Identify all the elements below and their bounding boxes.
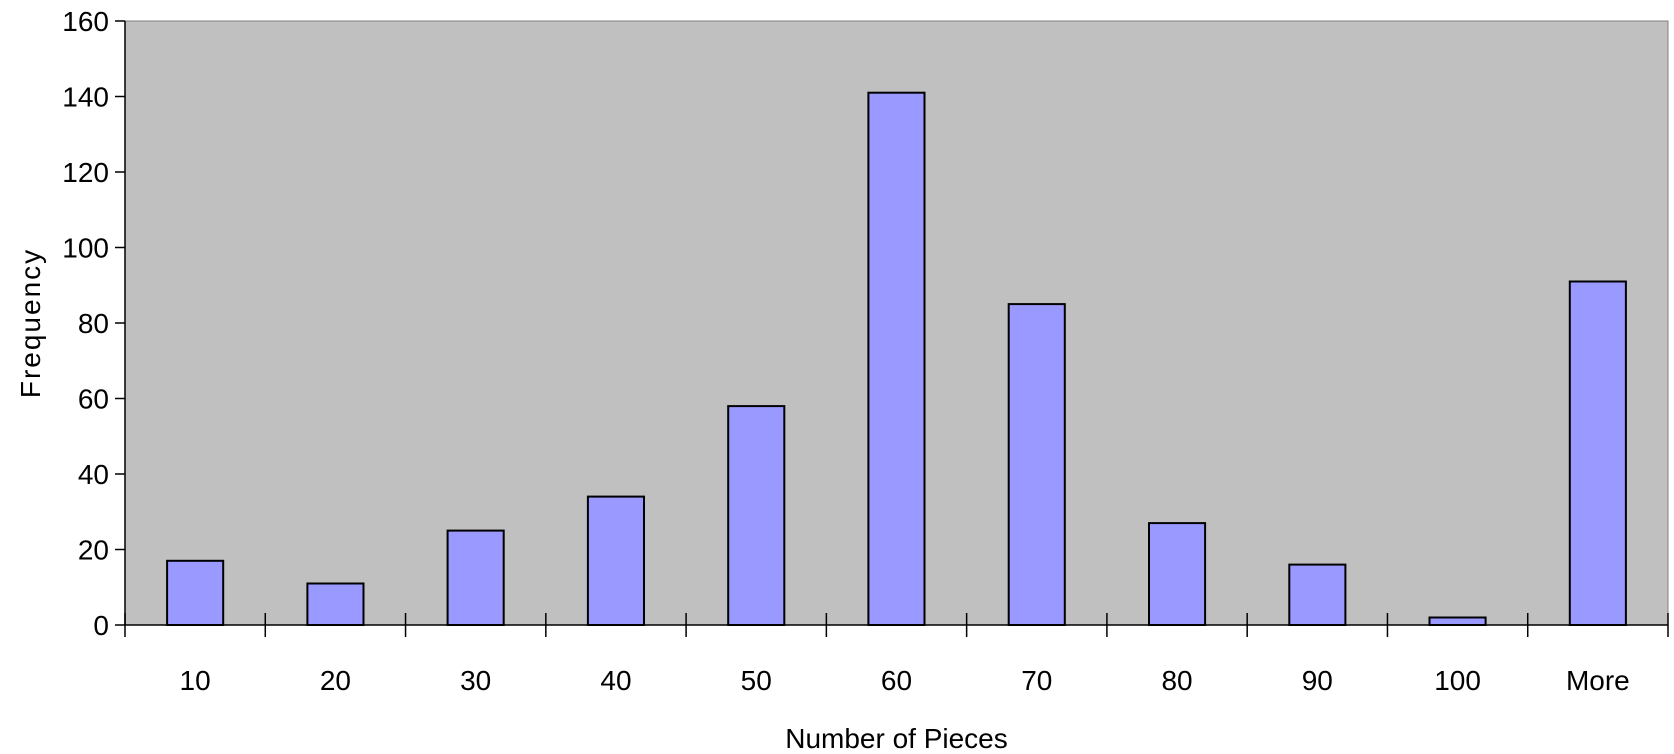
x-ticks-group: 10 20 30 40 50 60 70 80 90 100 More [124,613,1669,696]
bar-50 [727,405,786,626]
x-tick-label-20: 20 [320,665,351,696]
bar-70 [1007,303,1066,626]
y-tick-label-40: 40 [78,459,109,490]
x-tick-label-30: 30 [460,665,491,696]
bar-80 [1148,522,1207,626]
x-tick-label-60: 60 [881,665,912,696]
x-tick-label-10: 10 [180,665,211,696]
y-tick-label-80: 80 [78,308,109,339]
bars-group [166,91,1627,626]
x-tick-label-100: 100 [1434,665,1481,696]
bar-90 [1288,563,1347,626]
y-axis-title: Frequency [15,248,46,398]
y-ticks-group: 0 20 40 60 80 100 120 140 160 [62,6,125,641]
x-tick-label-50: 50 [741,665,772,696]
y-tick-label-160: 160 [62,6,109,37]
y-tick-label-60: 60 [78,384,109,415]
bar-20 [306,582,365,626]
y-tick-label-120: 120 [62,157,109,188]
x-tick-label-80: 80 [1161,665,1192,696]
bar-40 [586,495,646,626]
bar-60 [867,91,926,626]
x-tick-label-70: 70 [1021,665,1052,696]
y-tick-label-100: 100 [62,233,109,264]
y-tick-label-140: 140 [62,82,109,113]
x-tick-label-more: More [1566,665,1630,696]
y-tick-label-20: 20 [78,535,109,566]
bar-100 [1428,616,1487,626]
x-tick-label-40: 40 [600,665,631,696]
bar-10 [166,559,225,626]
x-tick-label-90: 90 [1302,665,1333,696]
bar-more [1568,280,1627,626]
bar-30 [446,529,505,626]
x-axis-title: Number of Pieces [785,723,1008,754]
y-tick-label-0: 0 [93,610,109,641]
